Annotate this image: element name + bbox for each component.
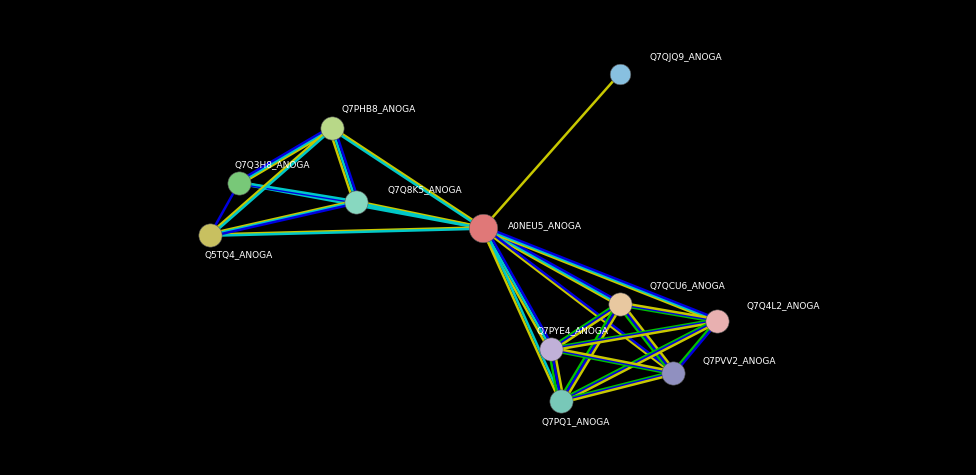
Text: Q7PHB8_ANOGA: Q7PHB8_ANOGA bbox=[342, 104, 416, 113]
Text: Q7QJQ9_ANOGA: Q7QJQ9_ANOGA bbox=[649, 53, 721, 61]
Point bbox=[348, 198, 364, 206]
Point bbox=[544, 345, 559, 353]
Text: Q7PYE4_ANOGA: Q7PYE4_ANOGA bbox=[537, 327, 609, 335]
Text: Q7PVV2_ANOGA: Q7PVV2_ANOGA bbox=[703, 357, 776, 365]
Text: Q7QCU6_ANOGA: Q7QCU6_ANOGA bbox=[649, 282, 725, 290]
Text: A0NEU5_ANOGA: A0NEU5_ANOGA bbox=[508, 221, 582, 230]
Text: Q5TQ4_ANOGA: Q5TQ4_ANOGA bbox=[205, 251, 273, 259]
Point bbox=[202, 231, 218, 239]
Text: Q7Q3H8_ANOGA: Q7Q3H8_ANOGA bbox=[234, 161, 309, 169]
Point bbox=[553, 398, 569, 405]
Text: Q7Q8K5_ANOGA: Q7Q8K5_ANOGA bbox=[387, 186, 462, 194]
Point bbox=[475, 224, 491, 232]
Text: Q7Q4L2_ANOGA: Q7Q4L2_ANOGA bbox=[747, 301, 820, 310]
Point bbox=[612, 300, 628, 308]
Point bbox=[666, 369, 681, 377]
Point bbox=[231, 179, 247, 187]
Text: Q7PQ1_ANOGA: Q7PQ1_ANOGA bbox=[542, 417, 610, 426]
Point bbox=[612, 70, 628, 77]
Point bbox=[324, 124, 340, 132]
Point bbox=[710, 317, 725, 324]
